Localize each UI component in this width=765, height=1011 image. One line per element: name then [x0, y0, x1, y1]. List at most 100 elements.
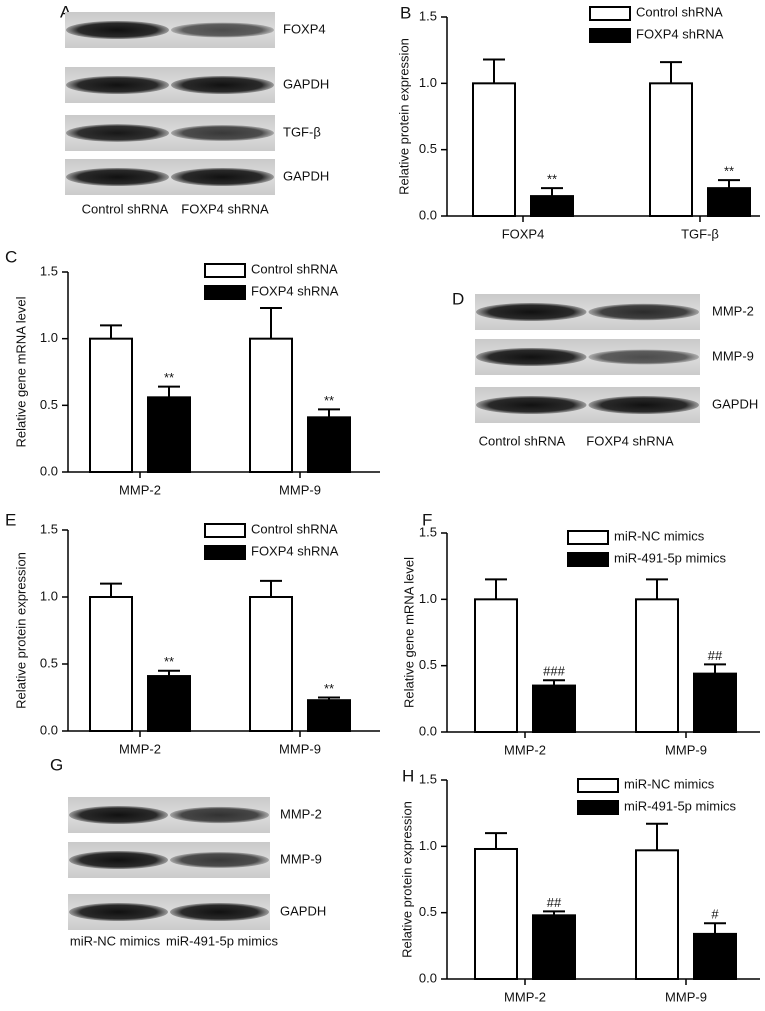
legend-swatch — [204, 285, 246, 300]
x-tick-label: FOXP4 — [502, 226, 545, 241]
y-tick-label: 0.5 — [40, 397, 58, 412]
significance-mark: ** — [164, 654, 174, 669]
x-tick-label: MMP-9 — [665, 989, 707, 1004]
blot-band — [588, 303, 699, 321]
y-tick-label: 1.5 — [40, 263, 58, 278]
significance-mark: ** — [724, 164, 734, 179]
bar — [249, 337, 293, 473]
significance-mark: # — [711, 907, 719, 922]
panel-letter: B — [400, 3, 411, 22]
y-tick-label: 1.0 — [419, 838, 437, 853]
legend-swatch — [589, 28, 631, 43]
bar — [707, 187, 751, 217]
y-tick-label: 1.0 — [419, 591, 437, 606]
blot-lane-label: Control shRNA — [479, 433, 566, 448]
y-tick-label: 0.0 — [419, 207, 437, 222]
bar — [249, 596, 293, 732]
bar — [474, 847, 518, 981]
blot-row-label: TGF-β — [283, 124, 321, 139]
blot-band — [171, 22, 274, 38]
legend-label: Control shRNA — [636, 4, 723, 19]
blot-band — [170, 806, 269, 824]
y-tick-label: 1.0 — [419, 75, 437, 90]
y-tick-label: 1.5 — [40, 521, 58, 536]
y-tick-label: 0.0 — [40, 463, 58, 478]
blot-lane-label: FOXP4 shRNA — [181, 201, 269, 216]
blot-row-label: MMP-2 — [280, 806, 322, 821]
x-tick-label: MMP-2 — [119, 482, 161, 497]
blot-row-label: GAPDH — [283, 76, 329, 91]
y-tick-label: 0.5 — [419, 904, 437, 919]
blot-row-label: MMP-9 — [712, 348, 754, 363]
bar — [693, 932, 737, 980]
legend-label: Control shRNA — [251, 261, 338, 276]
x-tick-label: MMP-2 — [504, 989, 546, 1004]
significance-mark: ** — [324, 393, 334, 408]
panel-letter: E — [5, 510, 16, 529]
y-tick-label: 0.5 — [419, 141, 437, 156]
blot-band — [66, 21, 169, 39]
blot-band — [69, 903, 168, 921]
blot-row-label: FOXP4 — [283, 21, 326, 36]
y-tick-label: 0.0 — [419, 723, 437, 738]
y-tick-label: 1.5 — [419, 524, 437, 539]
bar — [89, 337, 133, 473]
blot-lane-label: Control shRNA — [82, 201, 169, 216]
panel-letter: D — [452, 289, 464, 308]
blot-row-label: GAPDH — [712, 396, 758, 411]
bar — [147, 396, 191, 474]
legend-label: FOXP4 shRNA — [636, 26, 724, 41]
significance-mark: ### — [543, 664, 565, 679]
legend-label: FOXP4 shRNA — [251, 543, 339, 558]
x-tick-label: TGF-β — [681, 226, 719, 241]
blot-band — [171, 168, 274, 186]
blot-row-label: GAPDH — [280, 903, 326, 918]
legend-label: miR-491-5p mimics — [624, 798, 736, 813]
y-tick-label: 1.0 — [40, 588, 58, 603]
blot-band — [588, 349, 699, 365]
x-tick-label: MMP-2 — [504, 742, 546, 757]
significance-mark: ** — [164, 370, 174, 385]
panel-letter: C — [5, 247, 17, 266]
y-axis-label: Relative protein expression — [13, 552, 28, 709]
bar — [472, 82, 516, 218]
bar — [635, 598, 679, 733]
bar — [474, 598, 518, 733]
y-tick-label: 1.5 — [419, 8, 437, 23]
blot-lane-label: miR-491-5p mimics — [166, 933, 278, 948]
blot-band — [66, 168, 169, 186]
bar — [532, 684, 576, 733]
blot-band — [588, 396, 699, 414]
blot-row-label: MMP-9 — [280, 851, 322, 866]
legend-swatch — [204, 545, 246, 560]
blot-band — [171, 125, 274, 141]
panel-letter: G — [50, 755, 63, 774]
y-axis-label: Relative protein expression — [399, 801, 414, 958]
y-tick-label: 1.0 — [40, 330, 58, 345]
blot-band — [66, 76, 169, 94]
bar — [530, 195, 574, 218]
legend-swatch — [567, 530, 609, 545]
legend-label: miR-491-5p mimics — [614, 550, 726, 565]
bar — [89, 596, 133, 732]
legend-swatch — [577, 800, 619, 815]
significance-mark: ** — [547, 172, 557, 187]
y-axis-label: Relative protein expression — [396, 38, 411, 195]
significance-mark: ## — [708, 648, 723, 663]
legend-label: miR-NC mimics — [624, 776, 715, 791]
blot-lane-label: miR-NC mimics — [70, 933, 161, 948]
bar — [307, 416, 351, 474]
blot-band — [171, 76, 274, 94]
x-tick-label: MMP-9 — [279, 741, 321, 756]
bar — [649, 82, 693, 218]
blot-row-label: GAPDH — [283, 168, 329, 183]
legend-swatch — [204, 263, 246, 278]
x-tick-label: MMP-9 — [279, 482, 321, 497]
blot-band — [69, 851, 168, 869]
y-axis-label: Relative gene mRNA level — [401, 557, 416, 708]
legend-swatch — [577, 778, 619, 793]
blot-row-label: MMP-2 — [712, 303, 754, 318]
blot-band — [66, 124, 169, 142]
legend-swatch — [589, 6, 631, 21]
